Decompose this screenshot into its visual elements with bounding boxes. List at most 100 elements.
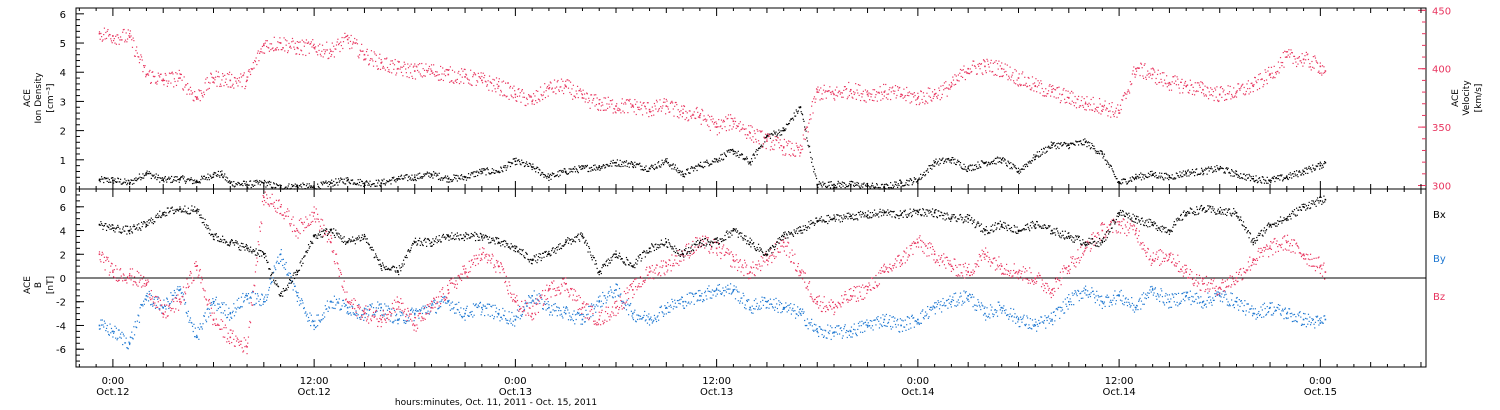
density-sample <box>535 167 537 170</box>
density-sample <box>511 162 514 164</box>
velocity-sample <box>1157 69 1159 71</box>
velocity-sample <box>800 149 802 151</box>
by-sample <box>346 312 348 314</box>
density-sample <box>419 176 421 178</box>
density-sample <box>188 178 190 180</box>
density-sample <box>949 161 951 163</box>
by-sample <box>832 332 834 334</box>
density-sample <box>858 185 860 187</box>
density-sample <box>654 163 656 166</box>
velocity-sample <box>1112 114 1115 116</box>
velocity-sample <box>818 89 820 91</box>
velocity-sample <box>183 76 185 78</box>
by-sample <box>439 301 441 303</box>
velocity-sample <box>269 43 271 45</box>
velocity-sample <box>891 87 893 89</box>
by-sample <box>145 298 147 300</box>
density-sample <box>495 170 498 172</box>
density-sample <box>156 178 158 181</box>
velocity-sample <box>805 127 807 130</box>
velocity-sample <box>735 127 737 130</box>
density-sample <box>589 167 591 169</box>
density-sample <box>430 173 432 175</box>
density-sample <box>339 180 341 182</box>
velocity-sample <box>557 79 559 82</box>
by-sample <box>683 307 686 309</box>
density-sample <box>325 180 327 182</box>
by-point <box>212 300 215 303</box>
by-sample <box>593 308 595 310</box>
by-sample <box>677 299 679 302</box>
by-sample <box>369 304 371 306</box>
velocity-sample <box>578 90 580 92</box>
density-sample <box>1061 145 1063 147</box>
by-sample <box>774 309 776 311</box>
by-sample <box>270 283 272 285</box>
velocity-sample <box>128 35 130 37</box>
velocity-sample <box>516 95 519 98</box>
velocity-sample <box>1253 84 1255 86</box>
velocity-sample <box>353 42 355 44</box>
by-sample <box>737 300 739 302</box>
by-sample <box>525 305 528 307</box>
velocity-sample <box>143 65 145 67</box>
density-sample <box>1291 173 1293 175</box>
density-sample <box>493 172 496 175</box>
velocity-sample <box>779 139 781 141</box>
density-sample <box>1028 162 1030 164</box>
density-sample <box>1101 151 1103 153</box>
density-sample <box>1246 173 1248 176</box>
by-sample <box>310 314 312 316</box>
by-sample <box>556 306 558 308</box>
velocity-point <box>699 114 701 117</box>
velocity-sample <box>563 87 565 89</box>
by-sample <box>536 294 538 296</box>
velocity-sample <box>771 148 774 150</box>
velocity-sample <box>994 73 997 76</box>
density-sample <box>421 177 424 179</box>
velocity-sample <box>806 126 808 128</box>
velocity-sample <box>1031 76 1034 78</box>
by-sample <box>516 309 519 311</box>
velocity-sample <box>572 84 574 86</box>
by-sample <box>550 311 552 313</box>
velocity-sample <box>670 101 672 103</box>
velocity-sample <box>819 99 821 101</box>
velocity-sample <box>1014 68 1016 71</box>
density-sample <box>807 144 809 147</box>
velocity-sample <box>1122 95 1124 97</box>
density-sample <box>362 182 364 185</box>
by-sample <box>474 304 477 306</box>
density-sample <box>775 131 777 133</box>
velocity-sample <box>795 142 797 144</box>
velocity-sample <box>462 70 464 72</box>
density-sample <box>1100 150 1102 152</box>
by-sample <box>383 315 385 317</box>
by-sample <box>161 312 163 314</box>
velocity-sample <box>1224 94 1226 96</box>
velocity-sample <box>160 73 162 75</box>
density-sample <box>1233 175 1236 177</box>
velocity-sample <box>583 97 585 99</box>
by-sample <box>757 307 760 309</box>
by-sample <box>646 322 649 324</box>
by-sample <box>173 289 175 292</box>
density-sample <box>614 162 616 164</box>
density-sample <box>1229 172 1231 175</box>
velocity-sample <box>1010 76 1013 78</box>
density-sample <box>1312 164 1314 166</box>
velocity-sample <box>291 37 294 40</box>
velocity-sample <box>1103 104 1106 106</box>
by-sample <box>867 322 869 324</box>
velocity-sample <box>678 111 681 113</box>
by-sample <box>417 310 419 312</box>
velocity-sample <box>1272 77 1274 79</box>
velocity-sample <box>439 79 441 81</box>
density-sample <box>754 157 756 159</box>
density-sample <box>468 177 470 179</box>
by-sample <box>391 321 393 323</box>
velocity-sample <box>1256 81 1258 84</box>
density-sample <box>1263 182 1266 184</box>
density-sample <box>1242 177 1244 180</box>
density-sample <box>138 173 141 175</box>
